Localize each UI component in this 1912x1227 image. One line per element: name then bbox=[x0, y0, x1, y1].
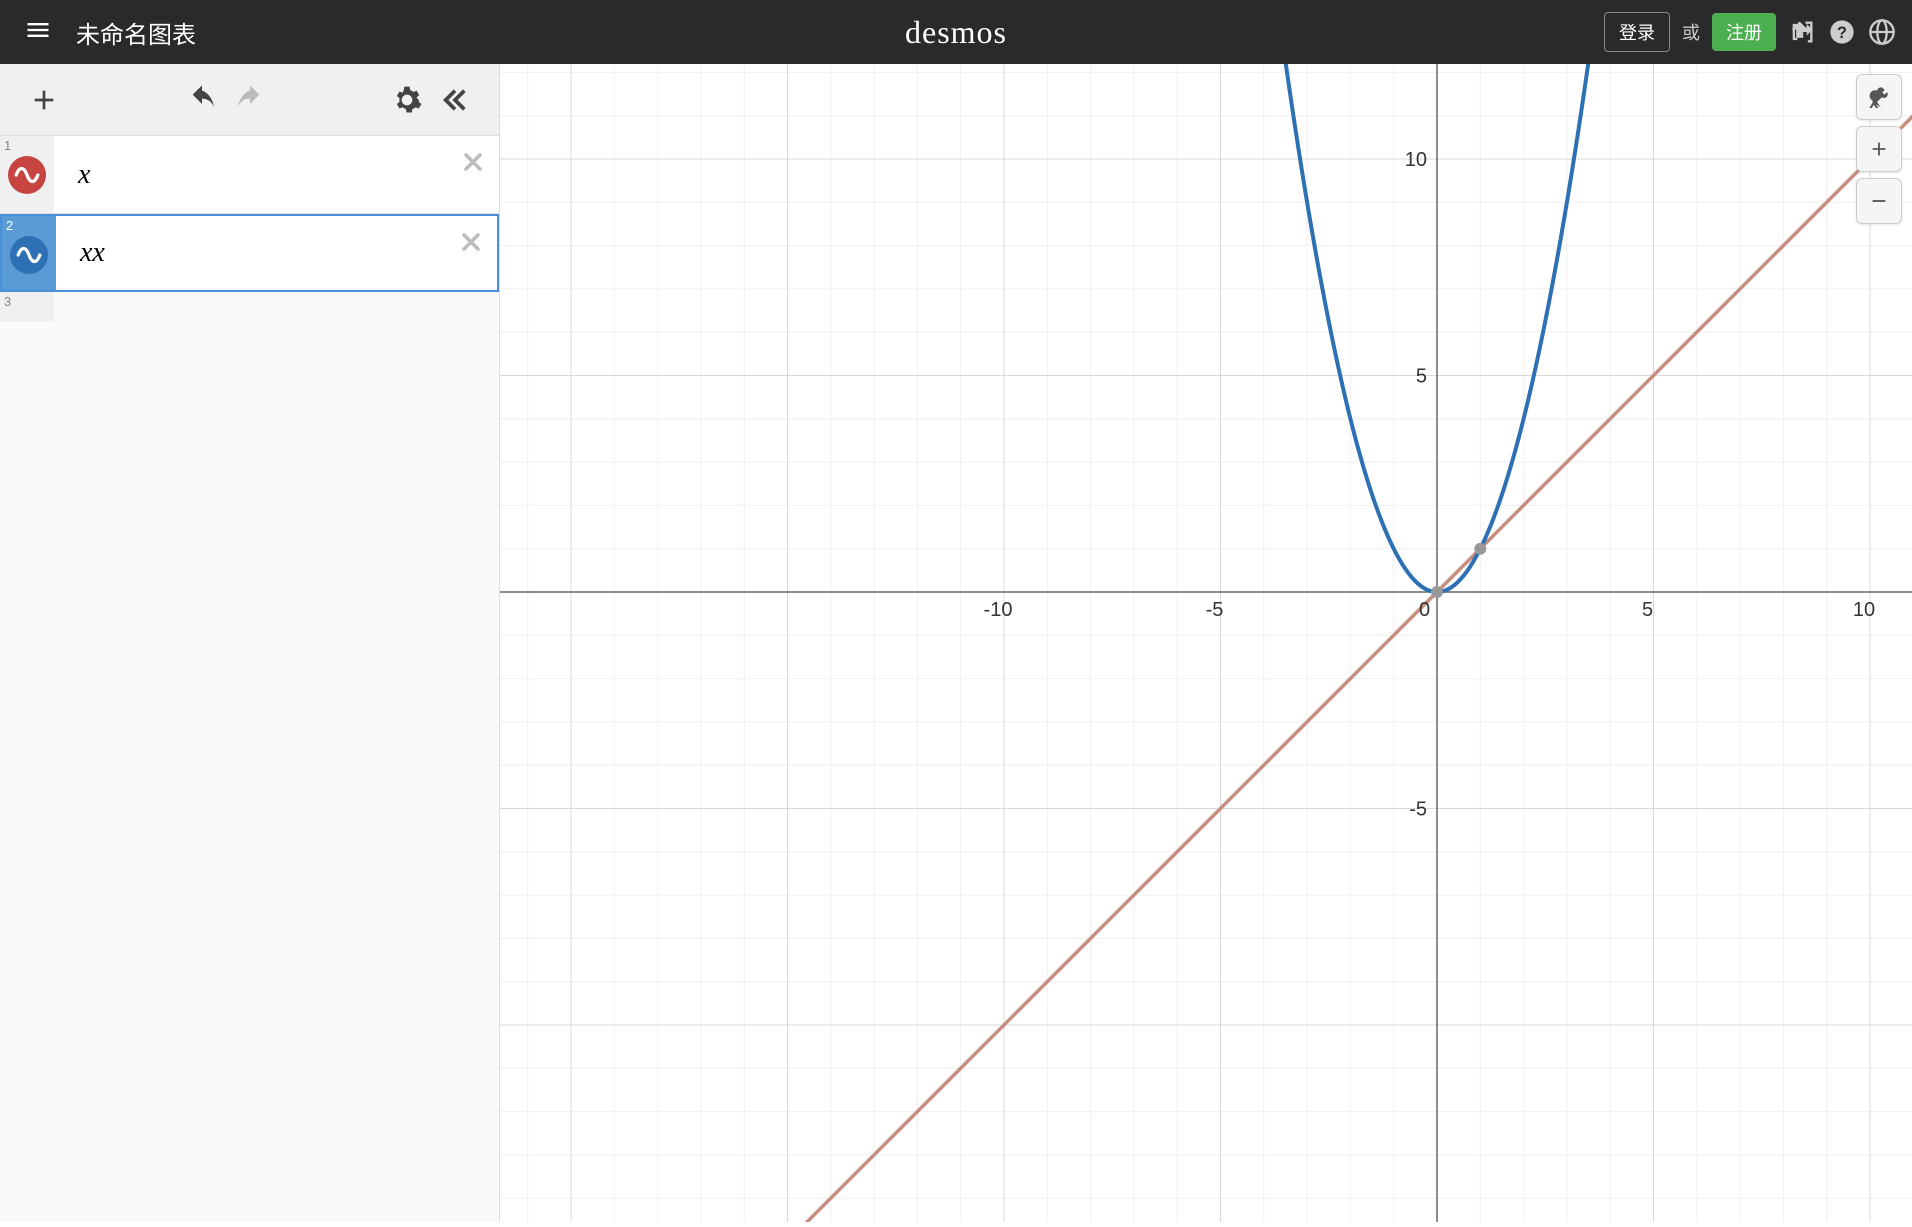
main-area: 1 x 2 xx 3 -10 -5 0 5 10 -5 5 10 bbox=[0, 64, 1912, 1222]
expression-index: 2 bbox=[6, 218, 13, 233]
svg-text:-5: -5 bbox=[1206, 599, 1224, 621]
expression-color-icon[interactable] bbox=[8, 156, 46, 194]
login-button[interactable]: 登录 bbox=[1604, 12, 1670, 52]
expression-row-empty[interactable]: 3 bbox=[0, 292, 499, 322]
svg-text:?: ? bbox=[1837, 24, 1847, 42]
svg-text:5: 5 bbox=[1416, 366, 1427, 388]
or-label: 或 bbox=[1682, 19, 1700, 45]
expression-index-col: 2 bbox=[2, 216, 56, 290]
expression-index-col: 1 bbox=[0, 136, 54, 213]
graph-canvas[interactable]: -10 -5 0 5 10 -5 5 10 bbox=[500, 64, 1912, 1222]
menu-icon[interactable] bbox=[16, 8, 60, 57]
register-button[interactable]: 注册 bbox=[1712, 13, 1776, 51]
redo-button[interactable] bbox=[226, 76, 274, 124]
collapse-sidebar-button[interactable] bbox=[431, 76, 479, 124]
delete-expression-button[interactable] bbox=[459, 148, 487, 181]
help-icon[interactable]: ? bbox=[1828, 18, 1856, 46]
svg-text:5: 5 bbox=[1642, 599, 1653, 621]
expression-index: 1 bbox=[4, 138, 11, 153]
undo-button[interactable] bbox=[178, 76, 226, 124]
expression-row[interactable]: 2 xx bbox=[0, 214, 499, 292]
header-actions: 登录 或 注册 ? bbox=[1604, 12, 1896, 52]
expression-sidebar: 1 x 2 xx 3 bbox=[0, 64, 500, 1222]
svg-text:10: 10 bbox=[1853, 599, 1875, 621]
settings-icon[interactable] bbox=[383, 76, 431, 124]
share-icon[interactable] bbox=[1788, 18, 1816, 46]
graph-title[interactable]: 未命名图表 bbox=[76, 15, 196, 50]
expression-list: 1 x 2 xx 3 bbox=[0, 136, 499, 1222]
app-header: 未命名图表 desmos 登录 或 注册 ? bbox=[0, 0, 1912, 64]
svg-text:-10: -10 bbox=[984, 599, 1013, 621]
graph-controls bbox=[1856, 74, 1902, 224]
graph-settings-button[interactable] bbox=[1856, 74, 1902, 120]
expression-index: 3 bbox=[4, 294, 11, 309]
sidebar-toolbar bbox=[0, 64, 499, 136]
expression-input[interactable]: x bbox=[54, 136, 499, 213]
svg-text:0: 0 bbox=[1419, 599, 1430, 621]
delete-expression-button[interactable] bbox=[457, 228, 485, 261]
expression-row[interactable]: 1 x bbox=[0, 136, 499, 214]
graph-svg[interactable]: -10 -5 0 5 10 -5 5 10 bbox=[500, 64, 1912, 1222]
expression-input[interactable]: xx bbox=[56, 216, 497, 290]
zoom-in-button[interactable] bbox=[1856, 126, 1902, 172]
zoom-out-button[interactable] bbox=[1856, 178, 1902, 224]
expression-color-icon[interactable] bbox=[10, 236, 48, 274]
language-icon[interactable] bbox=[1868, 18, 1896, 46]
svg-text:10: 10 bbox=[1405, 149, 1427, 171]
svg-text:-5: -5 bbox=[1409, 799, 1427, 821]
add-expression-button[interactable] bbox=[20, 76, 68, 124]
desmos-logo: desmos bbox=[905, 14, 1007, 51]
